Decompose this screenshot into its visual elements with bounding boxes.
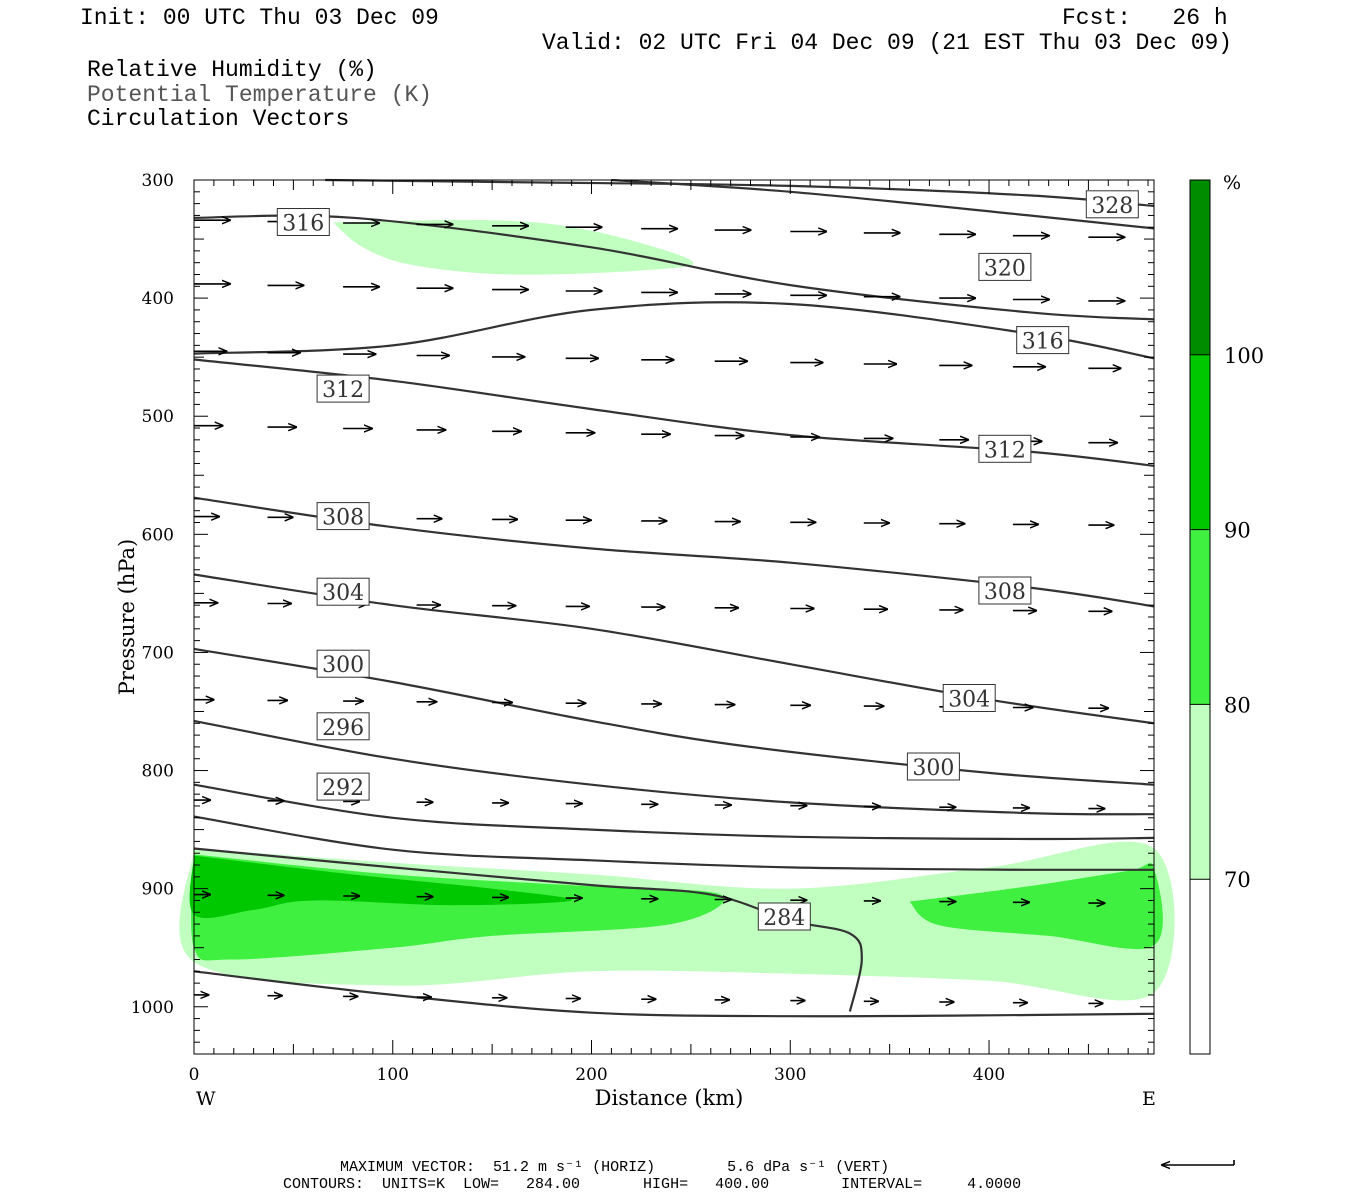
contour-label-296: 296: [316, 712, 370, 741]
x-tick-label: 0: [189, 1065, 200, 1085]
colorbar-segment: [1190, 704, 1210, 880]
colorbar-segment: [1190, 354, 1210, 530]
colorbar-segment: [1190, 529, 1210, 705]
theta-contour-288: [193, 815, 1155, 872]
contour-label-312: 312: [316, 374, 370, 403]
contour-label-box: [978, 576, 1032, 605]
field-vectors-label: Circulation Vectors: [87, 106, 350, 132]
y-tick-label: 500: [142, 407, 174, 427]
theta-contour-292: [193, 783, 1155, 841]
y-tick-label: 400: [142, 289, 174, 309]
contour-label-box: [978, 252, 1032, 281]
contour-label-box: [316, 649, 370, 678]
y-tick-label: 600: [142, 525, 174, 545]
rh-shade-90: [189, 855, 573, 919]
contour-label-box: [316, 712, 370, 741]
contour-label-308: 308: [978, 576, 1032, 605]
theta-contour-324: [611, 178, 1155, 230]
y-tick-label: 1000: [131, 998, 174, 1018]
contour-label-304: 304: [942, 684, 996, 713]
colorbar-segment: [1190, 879, 1210, 1054]
contour-label-text: 320: [984, 256, 1026, 281]
contour-label-text: 312: [322, 378, 364, 403]
contour-label-text: 328: [1091, 194, 1133, 219]
contour-label-box: [316, 374, 370, 403]
colorbar-segment: [1190, 180, 1210, 355]
theta-contour-284: [193, 970, 1155, 1018]
field-theta-label: Potential Temperature (K): [87, 82, 433, 108]
rh-shade-70: [333, 219, 694, 275]
contour-label-284: 284: [757, 902, 811, 931]
theta-contour-320: [193, 214, 1155, 321]
field-rh-label: Relative Humidity (%): [87, 57, 377, 83]
contour-label-box: [276, 208, 330, 236]
contour-label-316: 316: [276, 208, 330, 237]
contour-label-box: [316, 577, 370, 606]
contour-label-box: [316, 772, 370, 801]
x-tick-label: 300: [774, 1065, 806, 1085]
contour-label-text: 292: [322, 776, 364, 801]
contour-label-text: 304: [948, 688, 990, 713]
contour-label-320: 320: [978, 252, 1032, 281]
y-tick-label: 700: [142, 643, 174, 663]
x-tick-label: 400: [973, 1065, 1005, 1085]
theta-contour-284: [193, 847, 863, 1012]
contour-label-text: 300: [322, 653, 364, 678]
contour-label-308: 308: [316, 502, 370, 531]
forecast-hour: Fcst: 26 h: [1062, 5, 1228, 31]
x-tick-label: 100: [377, 1065, 409, 1085]
y-axis-label: Pressure (hPa): [115, 539, 139, 695]
theta-contour-296: [193, 719, 1155, 816]
contour-label-text: 296: [322, 716, 364, 741]
y-tick-label: 300: [142, 171, 174, 191]
contour-label-box: [316, 502, 370, 531]
colorbar-label: 70: [1224, 868, 1251, 892]
y-tick-label: 900: [142, 880, 174, 900]
contour-label-text: 316: [1022, 330, 1064, 355]
theta-contour-328: [325, 178, 1155, 208]
x-tick-label: 200: [575, 1065, 607, 1085]
colorbar-label: 100: [1224, 344, 1264, 368]
init-time: Init: 00 UTC Thu 03 Dec 09: [80, 5, 439, 31]
contour-label-300: 300: [316, 649, 370, 678]
contour-label-328: 328: [1085, 190, 1139, 219]
colorbar-label: 90: [1224, 519, 1251, 543]
contour-label-box: [978, 434, 1032, 463]
x-axis-label: Distance (km): [595, 1086, 744, 1110]
contour-label-text: 304: [322, 581, 364, 606]
contour-label-text: 312: [984, 438, 1026, 463]
contour-label-box: [757, 902, 811, 931]
contour-label-box: [1016, 326, 1070, 355]
colorbar-unit: %: [1223, 172, 1241, 194]
contour-label-box: [942, 684, 996, 712]
max-vector-note: MAXIMUM VECTOR: 51.2 m s⁻¹ (HORIZ) 5.6 d…: [340, 1159, 890, 1176]
contour-label-text: 316: [282, 212, 324, 237]
contour-label-312: 312: [978, 434, 1032, 463]
x-end-label-east: E: [1142, 1088, 1156, 1110]
colorbar-label: 80: [1224, 693, 1251, 717]
contour-label-box: [1085, 190, 1139, 219]
valid-time: Valid: 02 UTC Fri 04 Dec 09 (21 EST Thu …: [542, 30, 1233, 56]
reference-vector: [1162, 1160, 1235, 1165]
colorbar-frame: [1189, 179, 1211, 1055]
contour-label-292: 292: [316, 772, 370, 801]
contour-label-text: 308: [322, 506, 364, 531]
contour-label-316: 316: [1016, 326, 1070, 355]
rh-shade-80: [909, 863, 1163, 950]
contour-label-text: 308: [984, 580, 1026, 605]
contour-label-text: 284: [763, 906, 805, 931]
x-end-label-west: W: [196, 1088, 216, 1110]
contour-label-text: 300: [912, 756, 954, 781]
contour-label-box: [906, 752, 960, 781]
contour-label-300: 300: [906, 752, 960, 781]
contour-info-note: CONTOURS: UNITS=K LOW= 284.00 HIGH= 400.…: [283, 1176, 1022, 1193]
contour-label-304: 304: [316, 577, 370, 606]
y-tick-label: 800: [142, 762, 174, 782]
